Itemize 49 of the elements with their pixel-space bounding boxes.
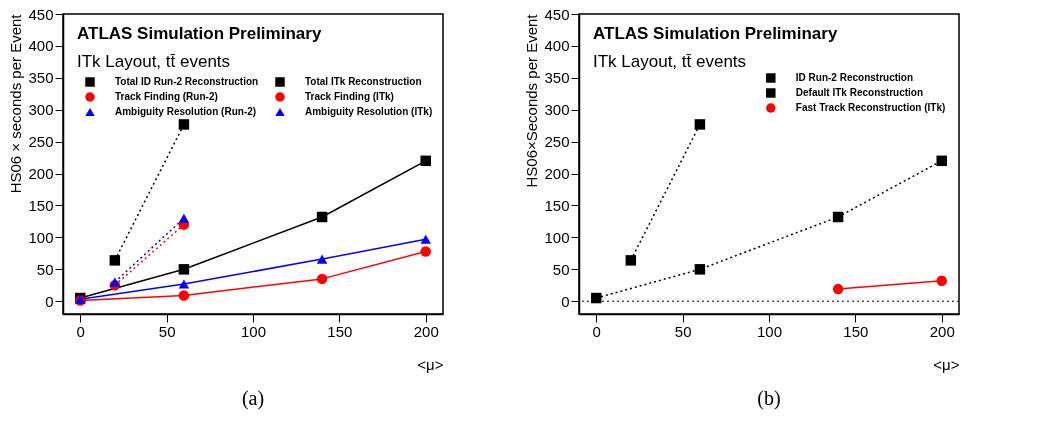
y-axis-title: HS06 × seconds per Event [7, 13, 25, 194]
y-tick-label: 150 [28, 196, 54, 214]
x-tick-label: 100 [240, 322, 267, 340]
x-tick-label: 100 [756, 322, 783, 340]
legend-label: Default ITk Reconstruction [795, 87, 924, 98]
y-tick-label: 250 [28, 133, 54, 151]
y-tick-label: 300 [544, 101, 570, 119]
legend-label: Track Finding (ITk) [305, 91, 394, 102]
text: (a) [241, 387, 265, 410]
y-tick-label: 450 [28, 5, 54, 23]
x-tick-label: 200 [413, 322, 439, 340]
y-tick-label: 300 [28, 101, 54, 119]
legend-label: Total ITk Reconstruction [305, 76, 422, 87]
x-tick-label: 150 [843, 322, 869, 340]
legend-label: Fast Track Reconstruction (ITk) [795, 102, 946, 113]
x-tick-label: 200 [929, 322, 955, 340]
legend-label: Total ID Run-2 Reconstruction [115, 76, 259, 87]
y-tick-label: 400 [544, 37, 570, 55]
legend-label: Ambiguity Resolution (ITk) [305, 106, 433, 117]
annotation: ITk Layout, tt̄ events [77, 52, 231, 71]
y-tick-label: 0 [561, 292, 570, 310]
text: (b) [757, 387, 781, 410]
y-tick-label: 200 [28, 165, 54, 183]
y-tick-label: 350 [544, 69, 570, 87]
x-axis-title: <μ> [417, 355, 444, 373]
annotation: ITk Layout, tt̄ events [593, 52, 747, 71]
x-tick-label: 150 [327, 322, 353, 340]
y-axis-title: HS06×Seconds per Event [523, 13, 541, 188]
x-tick-label: 0 [76, 322, 85, 340]
x-axis-title: <μ> [933, 355, 960, 373]
y-tick-label: 200 [544, 165, 570, 183]
y-tick-label: 400 [28, 37, 54, 55]
y-tick-label: 350 [28, 69, 54, 87]
annotation: ATLAS Simulation Preliminary [593, 24, 838, 43]
legend-label: ID Run-2 Reconstruction [795, 72, 914, 83]
y-tick-label: 250 [544, 133, 570, 151]
y-tick-label: 450 [544, 5, 570, 23]
y-tick-label: 100 [544, 228, 570, 246]
y-tick-label: 0 [45, 292, 54, 310]
annotation: ATLAS Simulation Preliminary [77, 24, 322, 43]
legend-label: Track Finding (Run-2) [115, 91, 218, 102]
x-tick-label: 50 [674, 322, 692, 340]
y-tick-label: 50 [36, 260, 54, 278]
y-tick-label: 150 [544, 196, 570, 214]
x-tick-label: 50 [158, 322, 176, 340]
y-tick-label: 50 [552, 260, 570, 278]
legend-label: Ambiguity Resolution (Run-2) [115, 106, 257, 117]
x-tick-label: 0 [592, 322, 601, 340]
y-tick-label: 100 [28, 228, 54, 246]
